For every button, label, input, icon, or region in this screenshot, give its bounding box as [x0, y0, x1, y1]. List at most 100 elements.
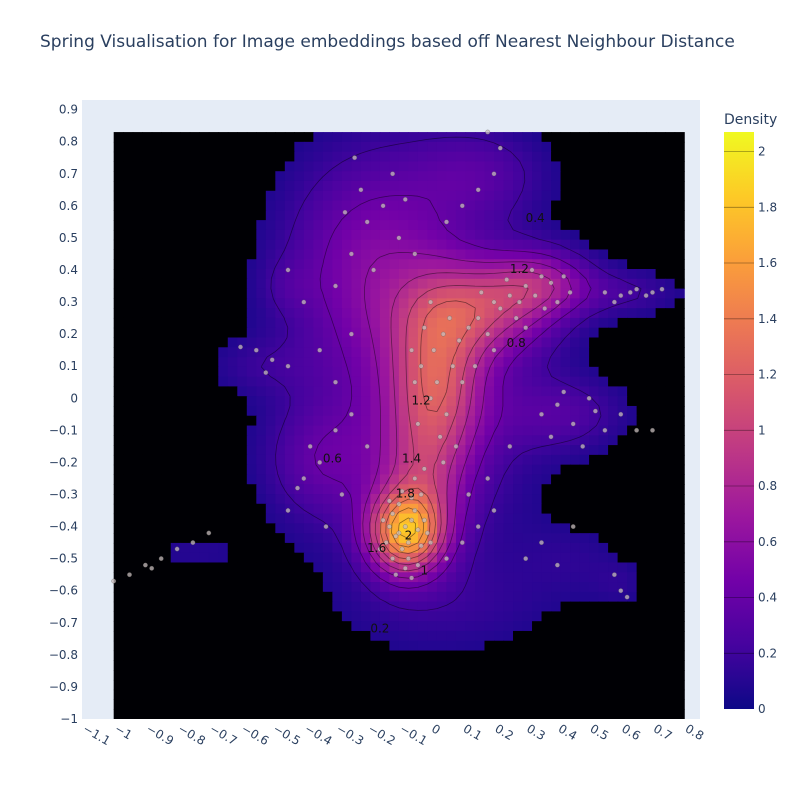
heatmap-cell	[370, 220, 381, 231]
heatmap-cell	[617, 327, 628, 339]
heatmap-cell	[246, 278, 257, 290]
heatmap-cell	[322, 317, 333, 329]
heatmap-cell	[427, 347, 438, 358]
heatmap-cell	[322, 376, 333, 388]
heatmap-cell	[275, 396, 286, 407]
heatmap-cell	[351, 582, 362, 593]
heatmap-cell	[427, 190, 438, 202]
scatter-point	[611, 572, 617, 578]
heatmap-cell	[541, 503, 552, 515]
heatmap-cell	[417, 317, 429, 329]
heatmap-cell	[303, 220, 314, 231]
heatmap-cell	[113, 337, 124, 348]
heatmap-cell	[313, 220, 324, 231]
heatmap-cell	[379, 308, 391, 319]
heatmap-cell	[237, 660, 248, 671]
heatmap-cell	[398, 210, 410, 221]
heatmap-cell	[570, 210, 581, 221]
heatmap-cell	[113, 435, 124, 446]
heatmap-cell	[398, 376, 410, 388]
heatmap-cell	[427, 337, 438, 348]
heatmap-cell	[513, 200, 524, 211]
heatmap-cell	[265, 552, 276, 564]
heatmap-cell	[513, 327, 524, 339]
heatmap-cell	[370, 503, 381, 515]
heatmap-cell	[636, 210, 647, 221]
heatmap-cell	[227, 200, 238, 211]
heatmap-cell	[446, 630, 457, 642]
heatmap-cell	[608, 180, 619, 192]
heatmap-cell	[275, 210, 286, 221]
heatmap-cell	[617, 484, 628, 495]
heatmap-cell	[237, 200, 248, 211]
scatter-point	[396, 235, 402, 241]
heatmap-cell	[332, 679, 343, 691]
heatmap-cell	[132, 454, 143, 466]
heatmap-cell	[246, 435, 257, 446]
heatmap-cell	[189, 601, 200, 612]
heatmap-cell	[370, 630, 381, 642]
heatmap-cell	[560, 591, 571, 603]
heatmap-cell	[398, 269, 410, 280]
heatmap-cell	[370, 210, 381, 221]
heatmap-cell	[218, 484, 229, 495]
heatmap-cell	[665, 171, 676, 182]
heatmap-cell	[313, 533, 324, 544]
heatmap-cell	[474, 239, 486, 251]
heatmap-cell	[379, 298, 391, 309]
heatmap-cell	[170, 229, 181, 241]
heatmap-cell	[227, 709, 238, 719]
heatmap-cell	[208, 317, 219, 329]
heatmap-cell	[142, 533, 153, 544]
heatmap-cell	[360, 180, 371, 192]
scatter-point	[158, 556, 164, 562]
heatmap-cell	[332, 601, 343, 612]
heatmap-cell	[494, 415, 505, 427]
heatmap-cell	[446, 347, 457, 358]
heatmap-cell	[208, 494, 219, 505]
heatmap-cell	[408, 630, 419, 642]
heatmap-cell	[465, 484, 476, 495]
heatmap-cell	[532, 278, 543, 290]
heatmap-cell	[161, 210, 172, 221]
heatmap-cell	[541, 445, 552, 456]
heatmap-cell	[551, 670, 562, 681]
heatmap-cell	[560, 141, 571, 153]
heatmap-cell	[256, 376, 267, 388]
heatmap-cell	[655, 494, 666, 505]
heatmap-cell	[551, 699, 562, 710]
heatmap-cell	[560, 572, 571, 583]
heatmap-cell	[455, 435, 467, 446]
heatmap-cell	[123, 259, 134, 270]
y-tick-label: −0.6	[49, 584, 78, 598]
heatmap-cell	[313, 513, 324, 524]
heatmap-cell	[208, 200, 219, 211]
heatmap-cell	[265, 405, 276, 417]
heatmap-cell	[313, 464, 324, 476]
heatmap-cell	[608, 200, 619, 211]
heatmap-cell	[608, 533, 619, 544]
heatmap-cell	[598, 621, 609, 632]
heatmap-cell	[132, 366, 143, 378]
heatmap-cell	[389, 503, 400, 515]
heatmap-cell	[379, 552, 391, 564]
heatmap-cell	[570, 229, 581, 241]
heatmap-cell	[627, 484, 638, 495]
heatmap-cell	[246, 650, 257, 661]
heatmap-cell	[275, 474, 286, 485]
heatmap-cell	[379, 474, 391, 485]
heatmap-cell	[627, 298, 638, 309]
heatmap-cell	[665, 386, 676, 397]
heatmap-cell	[455, 709, 467, 719]
heatmap-cell	[551, 435, 562, 446]
heatmap-cell	[474, 679, 486, 691]
heatmap-cell	[237, 288, 248, 299]
scatter-point	[396, 501, 402, 507]
heatmap-cell	[627, 317, 638, 329]
heatmap-cell	[598, 454, 609, 466]
heatmap-cell	[617, 494, 628, 505]
heatmap-cell	[237, 171, 248, 182]
heatmap-cell	[398, 689, 410, 701]
heatmap-cell	[294, 435, 305, 446]
heatmap-cell	[455, 171, 467, 182]
